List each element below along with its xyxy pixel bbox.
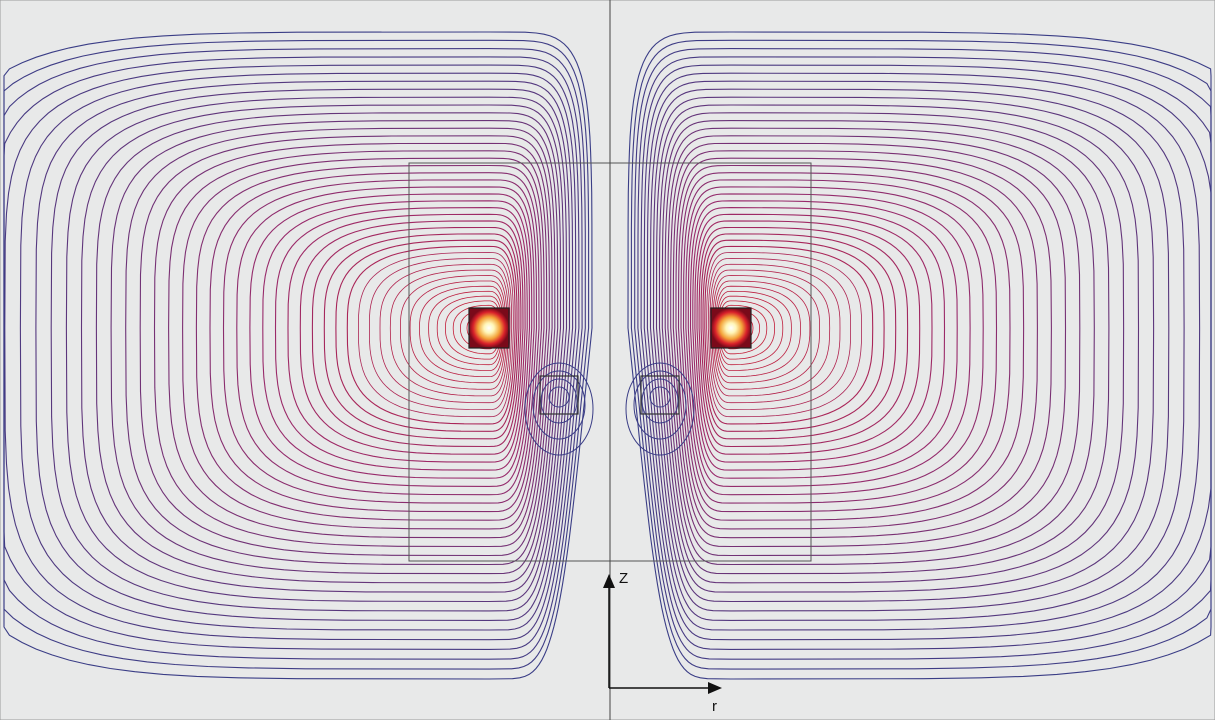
field-line <box>125 127 556 566</box>
field-line <box>670 142 1067 548</box>
z-axis-arrowhead <box>603 574 615 588</box>
primary-coil-cross-section <box>468 307 510 349</box>
field-line <box>694 213 933 463</box>
field-line <box>358 252 514 418</box>
field-line <box>50 88 571 612</box>
field-line <box>630 39 1212 670</box>
secondary-field-loop <box>633 370 687 440</box>
field-line <box>643 72 1201 631</box>
secondary-field-loop <box>548 386 570 408</box>
primary-coil-cross-section <box>710 307 752 349</box>
field-line <box>634 48 1212 660</box>
field-line <box>209 172 540 513</box>
field-line <box>139 135 553 557</box>
field-line <box>299 220 524 455</box>
field-line <box>675 157 1038 530</box>
field-line <box>685 186 984 496</box>
field-line <box>311 226 522 448</box>
field-line <box>692 207 946 471</box>
field-line <box>110 120 559 575</box>
field-line <box>346 245 516 425</box>
field-line <box>335 239 518 432</box>
secondary-field-loop <box>625 362 695 456</box>
sources <box>468 307 752 415</box>
field-line <box>706 252 862 418</box>
field-line <box>287 213 526 463</box>
field-line <box>696 220 921 455</box>
field-line <box>658 112 1125 584</box>
field-line <box>65 96 568 603</box>
field-line <box>369 257 513 411</box>
field-line <box>672 150 1052 539</box>
field-line <box>682 179 998 504</box>
field-line <box>35 80 574 621</box>
field-line <box>702 239 885 432</box>
field-line <box>379 263 511 404</box>
field-line <box>709 263 841 404</box>
secondary-field-loop <box>641 378 679 424</box>
field-line <box>80 104 565 593</box>
secondary-field-loop <box>649 386 671 408</box>
coordinate-axes <box>603 574 722 694</box>
field-line <box>667 135 1081 557</box>
r-axis-arrowhead <box>708 682 722 694</box>
field-line <box>3 56 583 650</box>
field-line <box>646 80 1185 621</box>
secondary-field-loop <box>524 362 594 456</box>
field-line <box>664 127 1095 566</box>
field-line <box>627 31 1212 680</box>
field-line <box>704 245 874 425</box>
secondary-field-loop <box>532 370 586 440</box>
field-line <box>182 157 545 530</box>
field-line <box>640 64 1212 641</box>
field-line <box>249 193 533 487</box>
field-line <box>3 48 586 660</box>
field-line <box>652 96 1155 603</box>
field-line <box>19 72 577 631</box>
field-line <box>649 88 1170 612</box>
field-line <box>323 233 520 440</box>
field-line <box>168 150 548 539</box>
field-line <box>95 112 562 584</box>
field-line <box>3 31 593 680</box>
field-line <box>153 142 550 548</box>
field-line <box>655 104 1140 593</box>
secondary-coil-cross-section <box>539 375 579 415</box>
field-line <box>680 172 1011 513</box>
field-line <box>3 39 590 670</box>
field-line <box>637 56 1212 650</box>
field-line <box>698 226 909 448</box>
field-line <box>689 200 958 479</box>
field-line <box>677 164 1025 521</box>
field-line <box>222 179 538 504</box>
field-line <box>687 193 971 487</box>
field-line <box>700 233 897 440</box>
field-line <box>274 207 528 471</box>
field-line <box>661 120 1110 575</box>
field-line <box>236 186 535 496</box>
secondary-field-loop <box>540 378 578 424</box>
field-line <box>195 164 543 521</box>
z-axis-label: Z <box>619 570 629 587</box>
r-axis-label: r <box>712 698 717 715</box>
field-line <box>262 200 531 479</box>
secondary-coil-cross-section <box>640 375 680 415</box>
field-line <box>4 64 580 641</box>
field-line <box>707 257 851 411</box>
